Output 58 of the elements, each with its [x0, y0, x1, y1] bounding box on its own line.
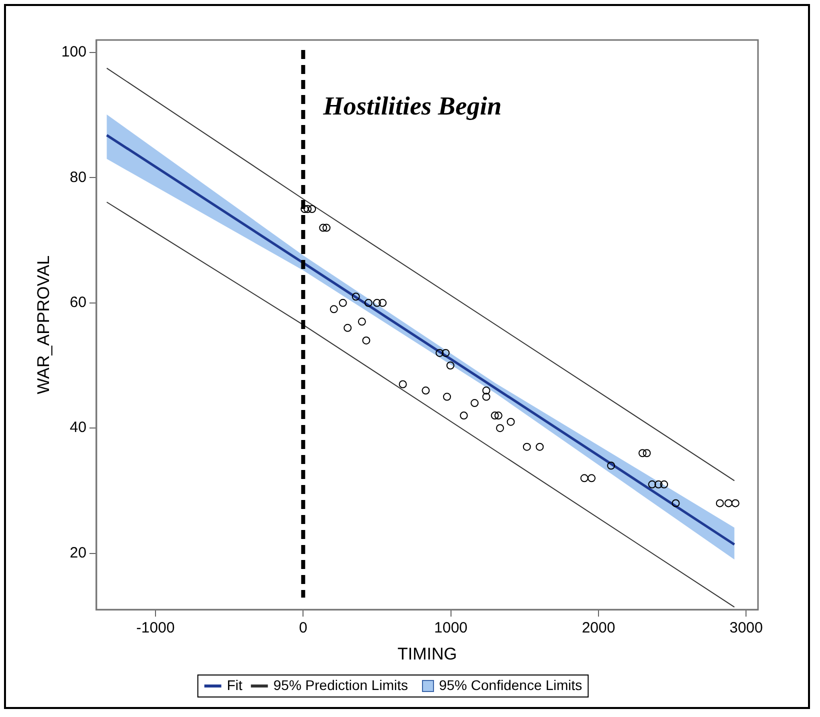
point	[322, 224, 330, 232]
point	[506, 418, 515, 426]
point	[580, 474, 588, 482]
point	[344, 324, 352, 332]
point	[642, 449, 651, 458]
point	[672, 499, 680, 508]
point	[446, 361, 454, 370]
point	[358, 318, 366, 326]
point	[536, 442, 544, 451]
x-tick-label: 1000	[434, 620, 468, 637]
point	[362, 336, 370, 344]
point	[490, 412, 499, 420]
legend-label: 95% Prediction Limits	[273, 676, 408, 693]
point	[398, 380, 407, 388]
point	[308, 205, 316, 213]
point	[373, 298, 382, 307]
point	[607, 462, 616, 470]
point	[482, 392, 490, 401]
point	[304, 205, 312, 213]
x-tick-label: 2000	[582, 620, 616, 637]
y-tick-label: 80	[70, 168, 86, 186]
point	[588, 474, 596, 482]
point	[522, 442, 531, 451]
ref-line-label: Hostilities Begin	[322, 92, 502, 121]
point	[436, 348, 444, 357]
point	[378, 298, 387, 307]
y-tick-label: 40	[70, 419, 86, 436]
point	[364, 298, 372, 307]
point	[654, 480, 662, 488]
point	[724, 499, 732, 508]
point	[482, 386, 490, 395]
x-tick-label: -1000	[136, 620, 175, 637]
x-axis-title: TIMING	[397, 644, 457, 664]
point	[494, 412, 502, 420]
text: 95% Confidence Limits	[438, 676, 582, 693]
point	[319, 224, 328, 232]
y-tick-label: 20	[70, 544, 86, 562]
y-tick-label: 100	[61, 44, 86, 61]
point	[470, 399, 479, 408]
point	[460, 412, 468, 420]
point	[731, 499, 740, 508]
x-tick-label: 0	[298, 620, 308, 637]
point	[660, 480, 668, 488]
point	[338, 298, 347, 307]
point	[496, 424, 504, 432]
y-axis-title: WAR_APPROVAL	[34, 255, 53, 394]
point	[648, 480, 656, 488]
point	[638, 449, 647, 458]
legend-label: Fit	[226, 676, 242, 693]
y-tick-label: 60	[70, 294, 86, 312]
point	[352, 292, 360, 301]
x-tick-label: 3000	[730, 620, 763, 637]
point	[442, 348, 450, 357]
point	[300, 205, 309, 213]
point	[443, 392, 451, 401]
point	[422, 386, 430, 395]
point	[330, 305, 338, 314]
point	[716, 499, 724, 508]
